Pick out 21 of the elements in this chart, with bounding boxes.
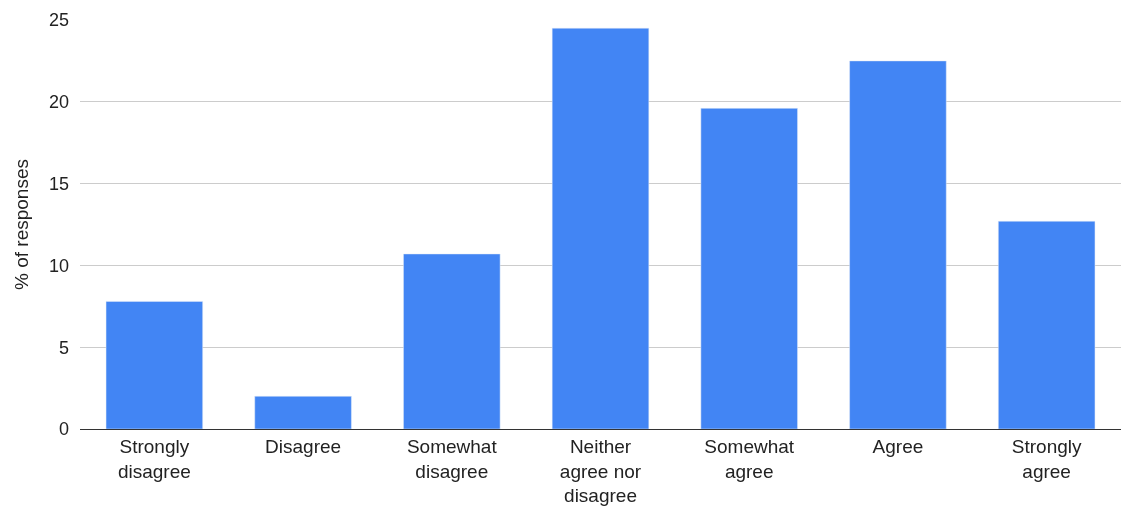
bar [105,301,203,429]
bar [254,396,352,429]
x-tick-label: Strongly disagree [117,435,191,482]
y-tick-label: 20 [48,92,69,113]
x-tick-label: Disagree [265,435,342,457]
y-tick-label: 15 [48,173,69,194]
x-tick-label: Strongly agree [1011,435,1082,482]
bar [403,253,501,429]
bar [551,27,650,429]
y-tick-label: 5 [58,337,69,358]
x-tick-label: Agree [872,435,924,457]
y-tick-label: 25 [48,10,69,31]
y-axis-title: % of responses [10,159,32,290]
y-tick-label: 10 [48,255,69,276]
x-tick-label: Somewhat agree [704,435,795,482]
x-tick-label: Neither agree nor disagree [559,435,642,507]
x-tick-label: Somewhat disagree [406,435,498,482]
bar [849,60,947,429]
bar [998,220,1096,429]
y-tick-label: 0 [58,419,69,440]
bar [700,108,798,429]
